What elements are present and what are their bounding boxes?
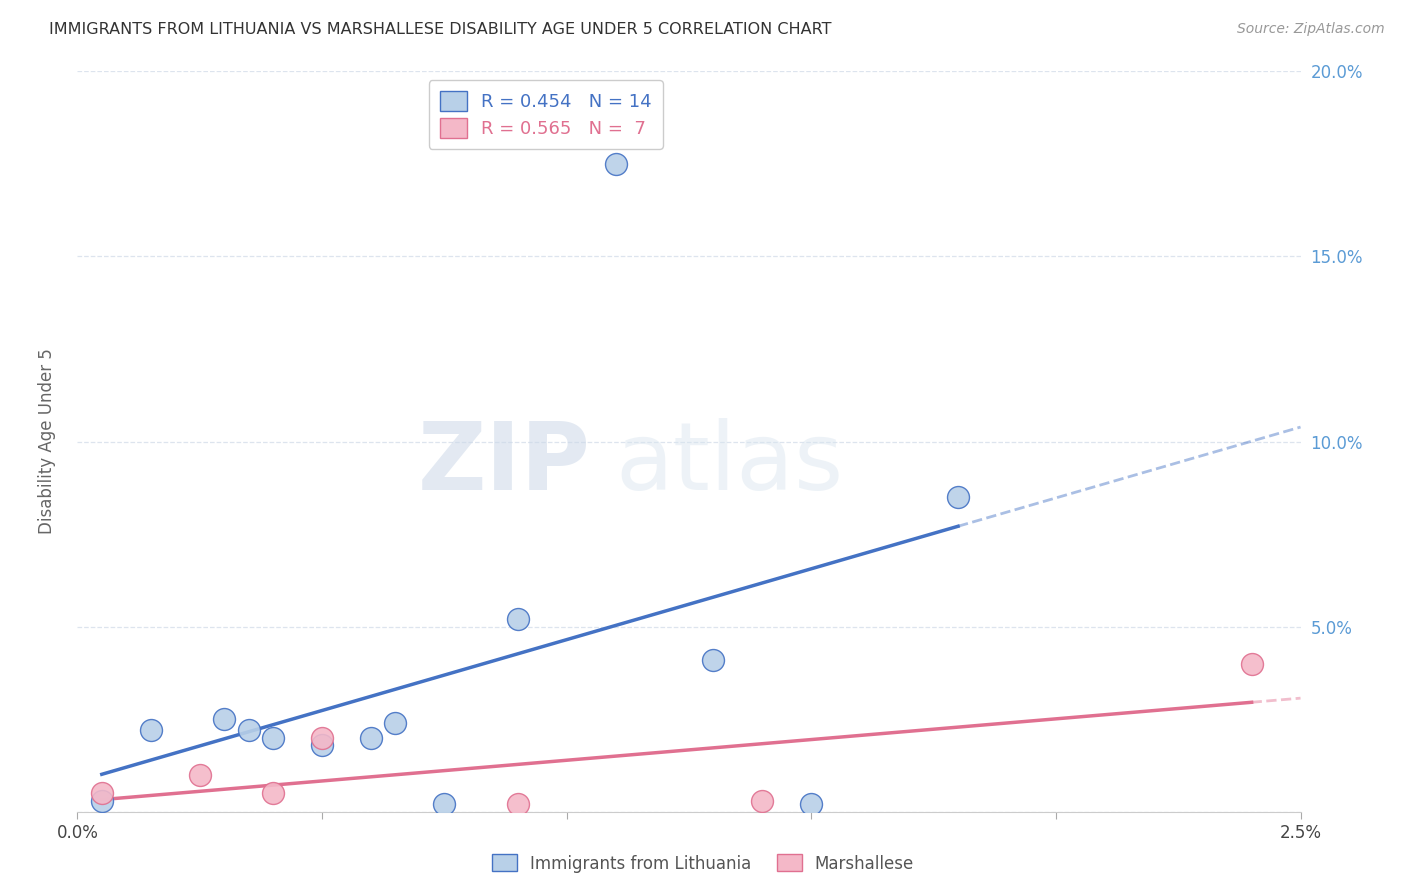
Point <box>90 786 112 800</box>
Point <box>311 731 333 745</box>
Point <box>384 715 406 730</box>
Point <box>946 490 969 504</box>
Point <box>90 794 112 808</box>
Point <box>506 612 529 626</box>
Text: IMMIGRANTS FROM LITHUANIA VS MARSHALLESE DISABILITY AGE UNDER 5 CORRELATION CHAR: IMMIGRANTS FROM LITHUANIA VS MARSHALLESE… <box>49 22 832 37</box>
Point <box>262 786 284 800</box>
Text: ZIP: ZIP <box>418 417 591 509</box>
Point <box>800 797 823 812</box>
Point <box>506 797 529 812</box>
Point <box>751 794 773 808</box>
Point <box>433 797 456 812</box>
Point <box>605 157 627 171</box>
Point <box>238 723 260 738</box>
Y-axis label: Disability Age Under 5: Disability Age Under 5 <box>38 349 56 534</box>
Text: atlas: atlas <box>616 417 844 509</box>
Point <box>1240 657 1263 671</box>
Point <box>360 731 382 745</box>
Point <box>212 712 235 726</box>
Text: Source: ZipAtlas.com: Source: ZipAtlas.com <box>1237 22 1385 37</box>
Legend: R = 0.454   N = 14, R = 0.565   N =  7: R = 0.454 N = 14, R = 0.565 N = 7 <box>429 80 662 149</box>
Point <box>311 738 333 752</box>
Point <box>262 731 284 745</box>
Point <box>139 723 162 738</box>
Point <box>188 767 211 781</box>
Legend: Immigrants from Lithuania, Marshallese: Immigrants from Lithuania, Marshallese <box>485 847 921 880</box>
Point <box>702 653 724 667</box>
